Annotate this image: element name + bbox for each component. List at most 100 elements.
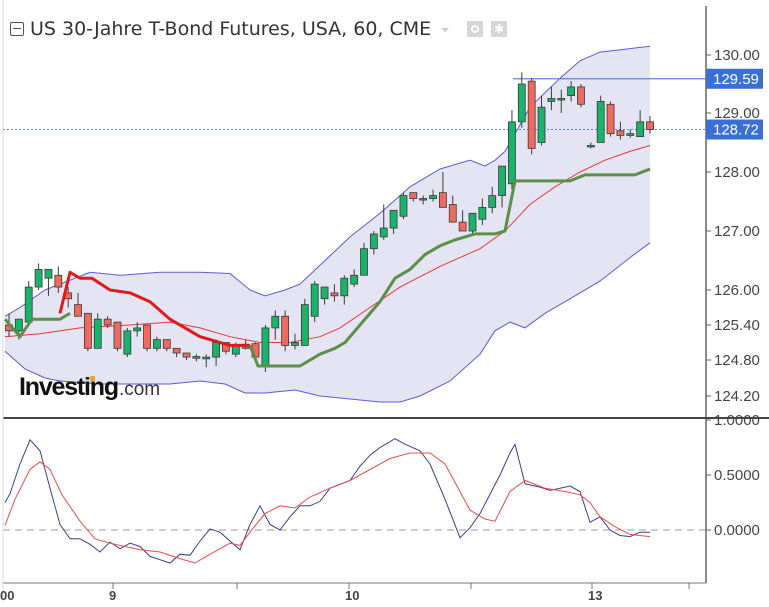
candle[interactable] <box>192 354 201 362</box>
candle-body-down <box>113 321 122 349</box>
candle[interactable] <box>508 110 516 190</box>
candle[interactable] <box>448 195 457 223</box>
candle[interactable] <box>320 286 329 305</box>
candle-body-up <box>320 286 329 300</box>
candle-body-down <box>103 318 112 326</box>
candle[interactable] <box>429 189 437 202</box>
candle-body-up <box>567 86 576 97</box>
candle[interactable] <box>360 242 368 276</box>
candle[interactable] <box>291 333 299 350</box>
price-tick-label: 127.00 <box>714 223 760 240</box>
candle-body-down <box>222 342 230 352</box>
candle-body-up <box>498 165 506 197</box>
candle[interactable] <box>488 186 497 214</box>
candle[interactable] <box>24 281 33 323</box>
candle[interactable] <box>439 172 447 208</box>
candle[interactable] <box>369 231 378 255</box>
price-tick-label: 126.00 <box>714 282 760 299</box>
oscillator-pane[interactable] <box>3 438 706 564</box>
candle[interactable] <box>44 268 53 296</box>
candle-body-down <box>143 324 151 349</box>
candle[interactable] <box>113 321 122 352</box>
osc-tick-label: 1.0000 <box>714 412 760 429</box>
candle[interactable] <box>271 310 280 340</box>
candle-body-down <box>409 192 418 199</box>
candle[interactable] <box>300 298 309 346</box>
candle[interactable] <box>133 322 142 337</box>
candle[interactable] <box>606 101 615 137</box>
eye-icon[interactable] <box>467 21 484 37</box>
candle-body-up <box>636 121 645 137</box>
candle[interactable] <box>498 165 506 208</box>
candle-body-up <box>340 277 349 297</box>
candle[interactable] <box>586 142 595 149</box>
candle-body-up <box>478 206 487 220</box>
bollinger-fill <box>5 46 650 403</box>
price-tick-label: 124.20 <box>714 388 760 405</box>
price-tag[interactable] <box>706 119 763 140</box>
candle[interactable] <box>478 198 487 226</box>
candle-body-up <box>399 195 408 217</box>
candle[interactable] <box>557 89 566 113</box>
candle[interactable] <box>310 281 319 323</box>
candle[interactable] <box>636 110 645 137</box>
candle[interactable] <box>350 269 359 288</box>
gear-icon[interactable]: ✱ <box>491 21 508 37</box>
candle[interactable] <box>54 266 63 293</box>
candle[interactable] <box>182 352 191 360</box>
candle[interactable] <box>34 263 43 290</box>
candle[interactable] <box>458 210 467 232</box>
candle-body-down <box>606 103 615 135</box>
oscillator-k-line <box>4 438 650 564</box>
candle-body-up <box>291 342 299 346</box>
candle-body-up <box>596 101 605 143</box>
candle-body-up <box>34 268 43 288</box>
candle[interactable] <box>646 115 654 134</box>
chart-title-bar: US 30-Jahre T-Bond Futures, USA, 60, CME… <box>10 16 508 42</box>
candle[interactable] <box>527 78 536 155</box>
candle[interactable] <box>468 212 477 234</box>
candle[interactable] <box>379 204 388 240</box>
price-pane[interactable] <box>3 45 706 403</box>
candle[interactable] <box>172 347 181 358</box>
candle[interactable] <box>83 312 92 352</box>
candle[interactable] <box>123 327 132 358</box>
candle[interactable] <box>537 95 546 146</box>
candle[interactable] <box>202 354 211 368</box>
candle[interactable] <box>330 284 339 302</box>
price-tick-label: 130.00 <box>714 47 760 64</box>
candle[interactable] <box>281 310 290 352</box>
price-tag[interactable] <box>706 68 763 89</box>
candle[interactable] <box>616 121 625 140</box>
candle[interactable] <box>93 313 102 349</box>
candle[interactable] <box>419 195 428 205</box>
candle-body-down <box>577 86 585 105</box>
candle-body-up <box>14 318 23 332</box>
candle-body-up <box>626 133 635 136</box>
candle[interactable] <box>162 339 171 352</box>
candle[interactable] <box>399 192 408 220</box>
dropdown-icon[interactable] <box>441 28 450 32</box>
candle[interactable] <box>626 129 635 138</box>
candle[interactable] <box>409 192 418 202</box>
candle-body-up <box>547 98 556 102</box>
candle[interactable] <box>103 316 112 328</box>
candle-body-down <box>439 192 447 208</box>
candle[interactable] <box>547 86 556 111</box>
candle[interactable] <box>517 72 526 128</box>
candle[interactable] <box>143 324 151 352</box>
candle[interactable] <box>567 81 576 102</box>
price-tick-label: 128.00 <box>714 164 760 181</box>
candle[interactable] <box>596 95 605 143</box>
candle[interactable] <box>340 275 349 305</box>
collapse-icon[interactable] <box>10 22 24 36</box>
candle-body-up <box>212 342 220 358</box>
candle[interactable] <box>153 336 161 352</box>
price-tick-label: 124.80 <box>714 352 760 369</box>
candle[interactable] <box>74 292 82 317</box>
candle[interactable] <box>389 209 398 234</box>
candle-body-up <box>133 327 142 332</box>
candle[interactable] <box>577 84 585 108</box>
